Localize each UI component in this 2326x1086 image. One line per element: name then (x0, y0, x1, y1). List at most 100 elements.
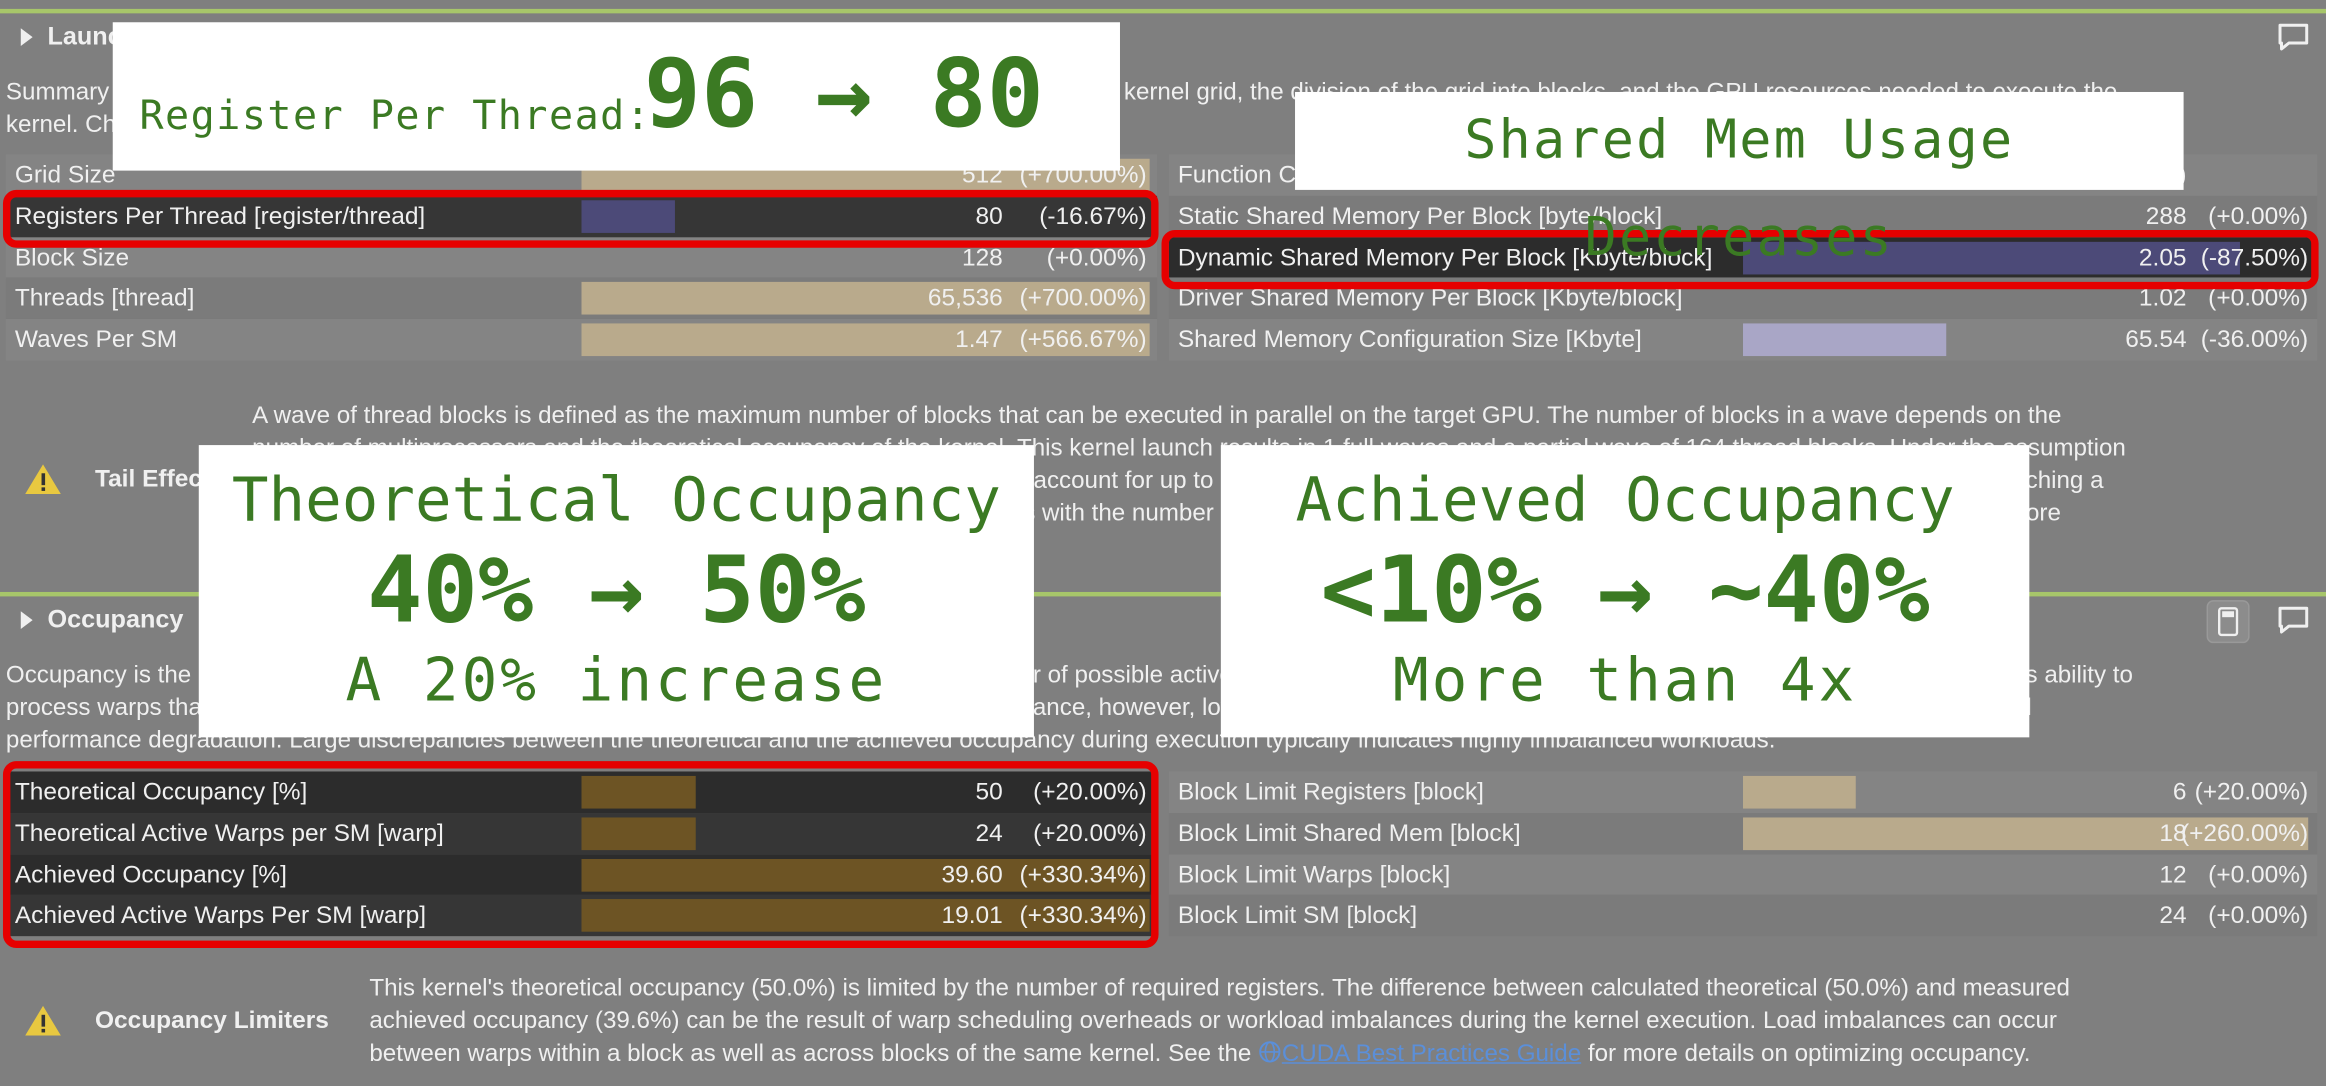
metric-bar (581, 199, 676, 233)
rule-title: Tail Effect (94, 465, 211, 493)
metric-value: 80 (975, 202, 1003, 230)
metric-value: 18 (2159, 820, 2187, 847)
metric-label: Block Limit Registers [block] (1177, 778, 1484, 806)
paragraph-line: This kernel's theoretical occupancy (50.… (369, 974, 2070, 1002)
metric-value: 128 (961, 244, 1003, 271)
metric-change: (+260.00%) (2180, 820, 2309, 847)
metric-label: Shared Memory Configuration Size [Kbyte] (1177, 326, 1642, 354)
globe-icon (1259, 1041, 1281, 1063)
metric-bar (581, 858, 1150, 892)
metric-change: (+700.00%) (1019, 285, 1147, 313)
metric-change: (+0.00%) (2208, 285, 2309, 313)
metric-bar (581, 282, 1150, 316)
metric-value: 24 (2159, 902, 2187, 930)
comment-icon[interactable] (2276, 21, 2312, 54)
warning-icon (25, 1005, 61, 1036)
annotation-label: Register Per Thread: (139, 93, 652, 140)
annotation-title: Achieved Occupancy (1295, 464, 1955, 536)
annotation-note: A 20% increase (345, 646, 888, 716)
annotation: Shared Mem Usage Decreases (1295, 91, 2184, 269)
metric-value: 65,536 (927, 285, 1003, 313)
metric-value: 12 (2159, 861, 2187, 889)
metric-label: Driver Shared Memory Per Block [Kbyte/bl… (1177, 285, 1683, 313)
metric-bar (1743, 241, 2241, 274)
metric-label: Achieved Occupancy [%] (14, 861, 287, 889)
metric-bar (581, 817, 696, 850)
annotation-note: More than 4x (1392, 646, 1858, 716)
metric-label: Waves Per SM (14, 326, 178, 354)
metric-change: (+566.67%) (1019, 326, 1147, 354)
table-row: Achieved Occupancy [%] 39.60 (+330.34%) (5, 853, 1158, 896)
metric-bar (581, 775, 696, 809)
section-title[interactable]: Occupancy (47, 605, 184, 634)
rule-text: between warps within a block as well as … (369, 1037, 2030, 1070)
table-row: Theoretical Active Warps per SM [warp] 24… (5, 812, 1158, 855)
calculator-button[interactable] (2206, 599, 2251, 644)
metric-value: 19.01 (941, 902, 1003, 930)
warning-icon (25, 464, 61, 495)
annotation: Theoretical Occupancy 40% → 50% A 20% in… (198, 445, 1034, 738)
metric-label: Dynamic Shared Memory Per Block [Kbyte/b… (1177, 244, 1713, 271)
metric-label: Block Limit Shared Mem [block] (1177, 820, 1521, 847)
metric-bar (1743, 323, 1947, 357)
annotation-title: Theoretical Occupancy (231, 464, 1001, 536)
metric-label: Static Shared Memory Per Block [byte/blo… (1177, 202, 1663, 230)
highlight-box (2, 761, 1159, 949)
metric-value: 288 (2145, 202, 2187, 230)
annotation: Achieved Occupancy <10% → ~40% More than… (1220, 445, 2030, 738)
table-row: Threads [thread] 65,536 (+700.00%) (5, 278, 1158, 320)
table-row: Achieved Active Warps Per SM [warp] 19.01… (5, 895, 1158, 937)
text: for more details on optimizing occupancy… (1587, 1040, 2031, 1067)
metric-label: Registers Per Thread [register/thread] (14, 202, 426, 230)
metric-value: 50 (975, 778, 1003, 806)
comment-icon[interactable] (2276, 604, 2312, 637)
table-row: Block Limit SM [block] 24 (+0.00%) (1168, 895, 2318, 937)
metric-label: Threads [thread] (14, 285, 195, 313)
table-row: Shared Memory Configuration Size [Kbyte]… (1168, 319, 2318, 361)
metric-label: Theoretical Active Warps per SM [warp] (14, 820, 444, 847)
metric-value: 2.05 (2138, 244, 2187, 271)
metric-change: (+20.00%) (1033, 820, 1147, 847)
annotation: Register Per Thread: 96 → 80 (112, 22, 1120, 171)
rule-title: Occupancy Limiters (94, 1007, 329, 1035)
metric-value: 6 (2172, 778, 2187, 806)
paragraph-line: A wave of thread blocks is defined as th… (252, 402, 2062, 429)
metric-value: 65.54 (2125, 326, 2187, 354)
expand-icon[interactable] (18, 610, 36, 631)
metric-change: (-36.00%) (2200, 326, 2309, 354)
section-divider (0, 8, 2326, 14)
metric-bar (1743, 817, 2309, 850)
metric-label: Achieved Active Warps Per SM [warp] (14, 902, 427, 930)
metric-bar (1743, 775, 1857, 809)
metric-value: 24 (975, 820, 1003, 847)
expand-icon[interactable] (18, 27, 36, 48)
table-row: Waves Per SM 1.47 (+566.67%) (5, 319, 1158, 361)
metric-change: (-87.50%) (2200, 244, 2309, 271)
metric-change: (+0.00%) (2208, 861, 2309, 889)
metric-change: (+20.00%) (2194, 778, 2309, 806)
metric-change: (-16.67%) (1039, 202, 1147, 230)
metric-change: (+0.00%) (2208, 902, 2309, 930)
highlight-box (2, 189, 1159, 248)
metric-change: (+330.34%) (1019, 902, 1147, 930)
metric-label: Grid Size (14, 161, 116, 189)
section-divider (0, 591, 2326, 597)
metric-change: (+0.00%) (2208, 202, 2309, 230)
table-row: Dynamic Shared Memory Per Block [Kbyte/b… (1168, 236, 2318, 279)
table-row: Block Limit Warps [block] 12 (+0.00%) (1168, 853, 2318, 896)
table-row: Registers Per Thread [register/thread] 80… (5, 195, 1158, 238)
annotation-change: 96 → 80 (643, 40, 1044, 150)
metric-label: Block Limit Warps [block] (1177, 861, 1451, 889)
metric-label: Block Limit SM [block] (1177, 902, 1418, 930)
metric-change: (+330.34%) (1019, 861, 1147, 889)
metric-label: Block Size (14, 244, 130, 271)
metric-value: 1.47 (955, 326, 1003, 354)
table-row: Theoretical Occupancy [%] 50 (+20.00%) (5, 771, 1158, 814)
metric-label: Theoretical Occupancy [%] (14, 778, 308, 806)
metric-value: 1.02 (2138, 285, 2187, 313)
doc-link[interactable]: CUDA Best Practices Guide (1281, 1040, 1582, 1067)
annotation-change: <10% → ~40% (1320, 535, 1930, 644)
metric-change: (+20.00%) (1033, 778, 1147, 806)
metric-bar (581, 323, 1150, 357)
